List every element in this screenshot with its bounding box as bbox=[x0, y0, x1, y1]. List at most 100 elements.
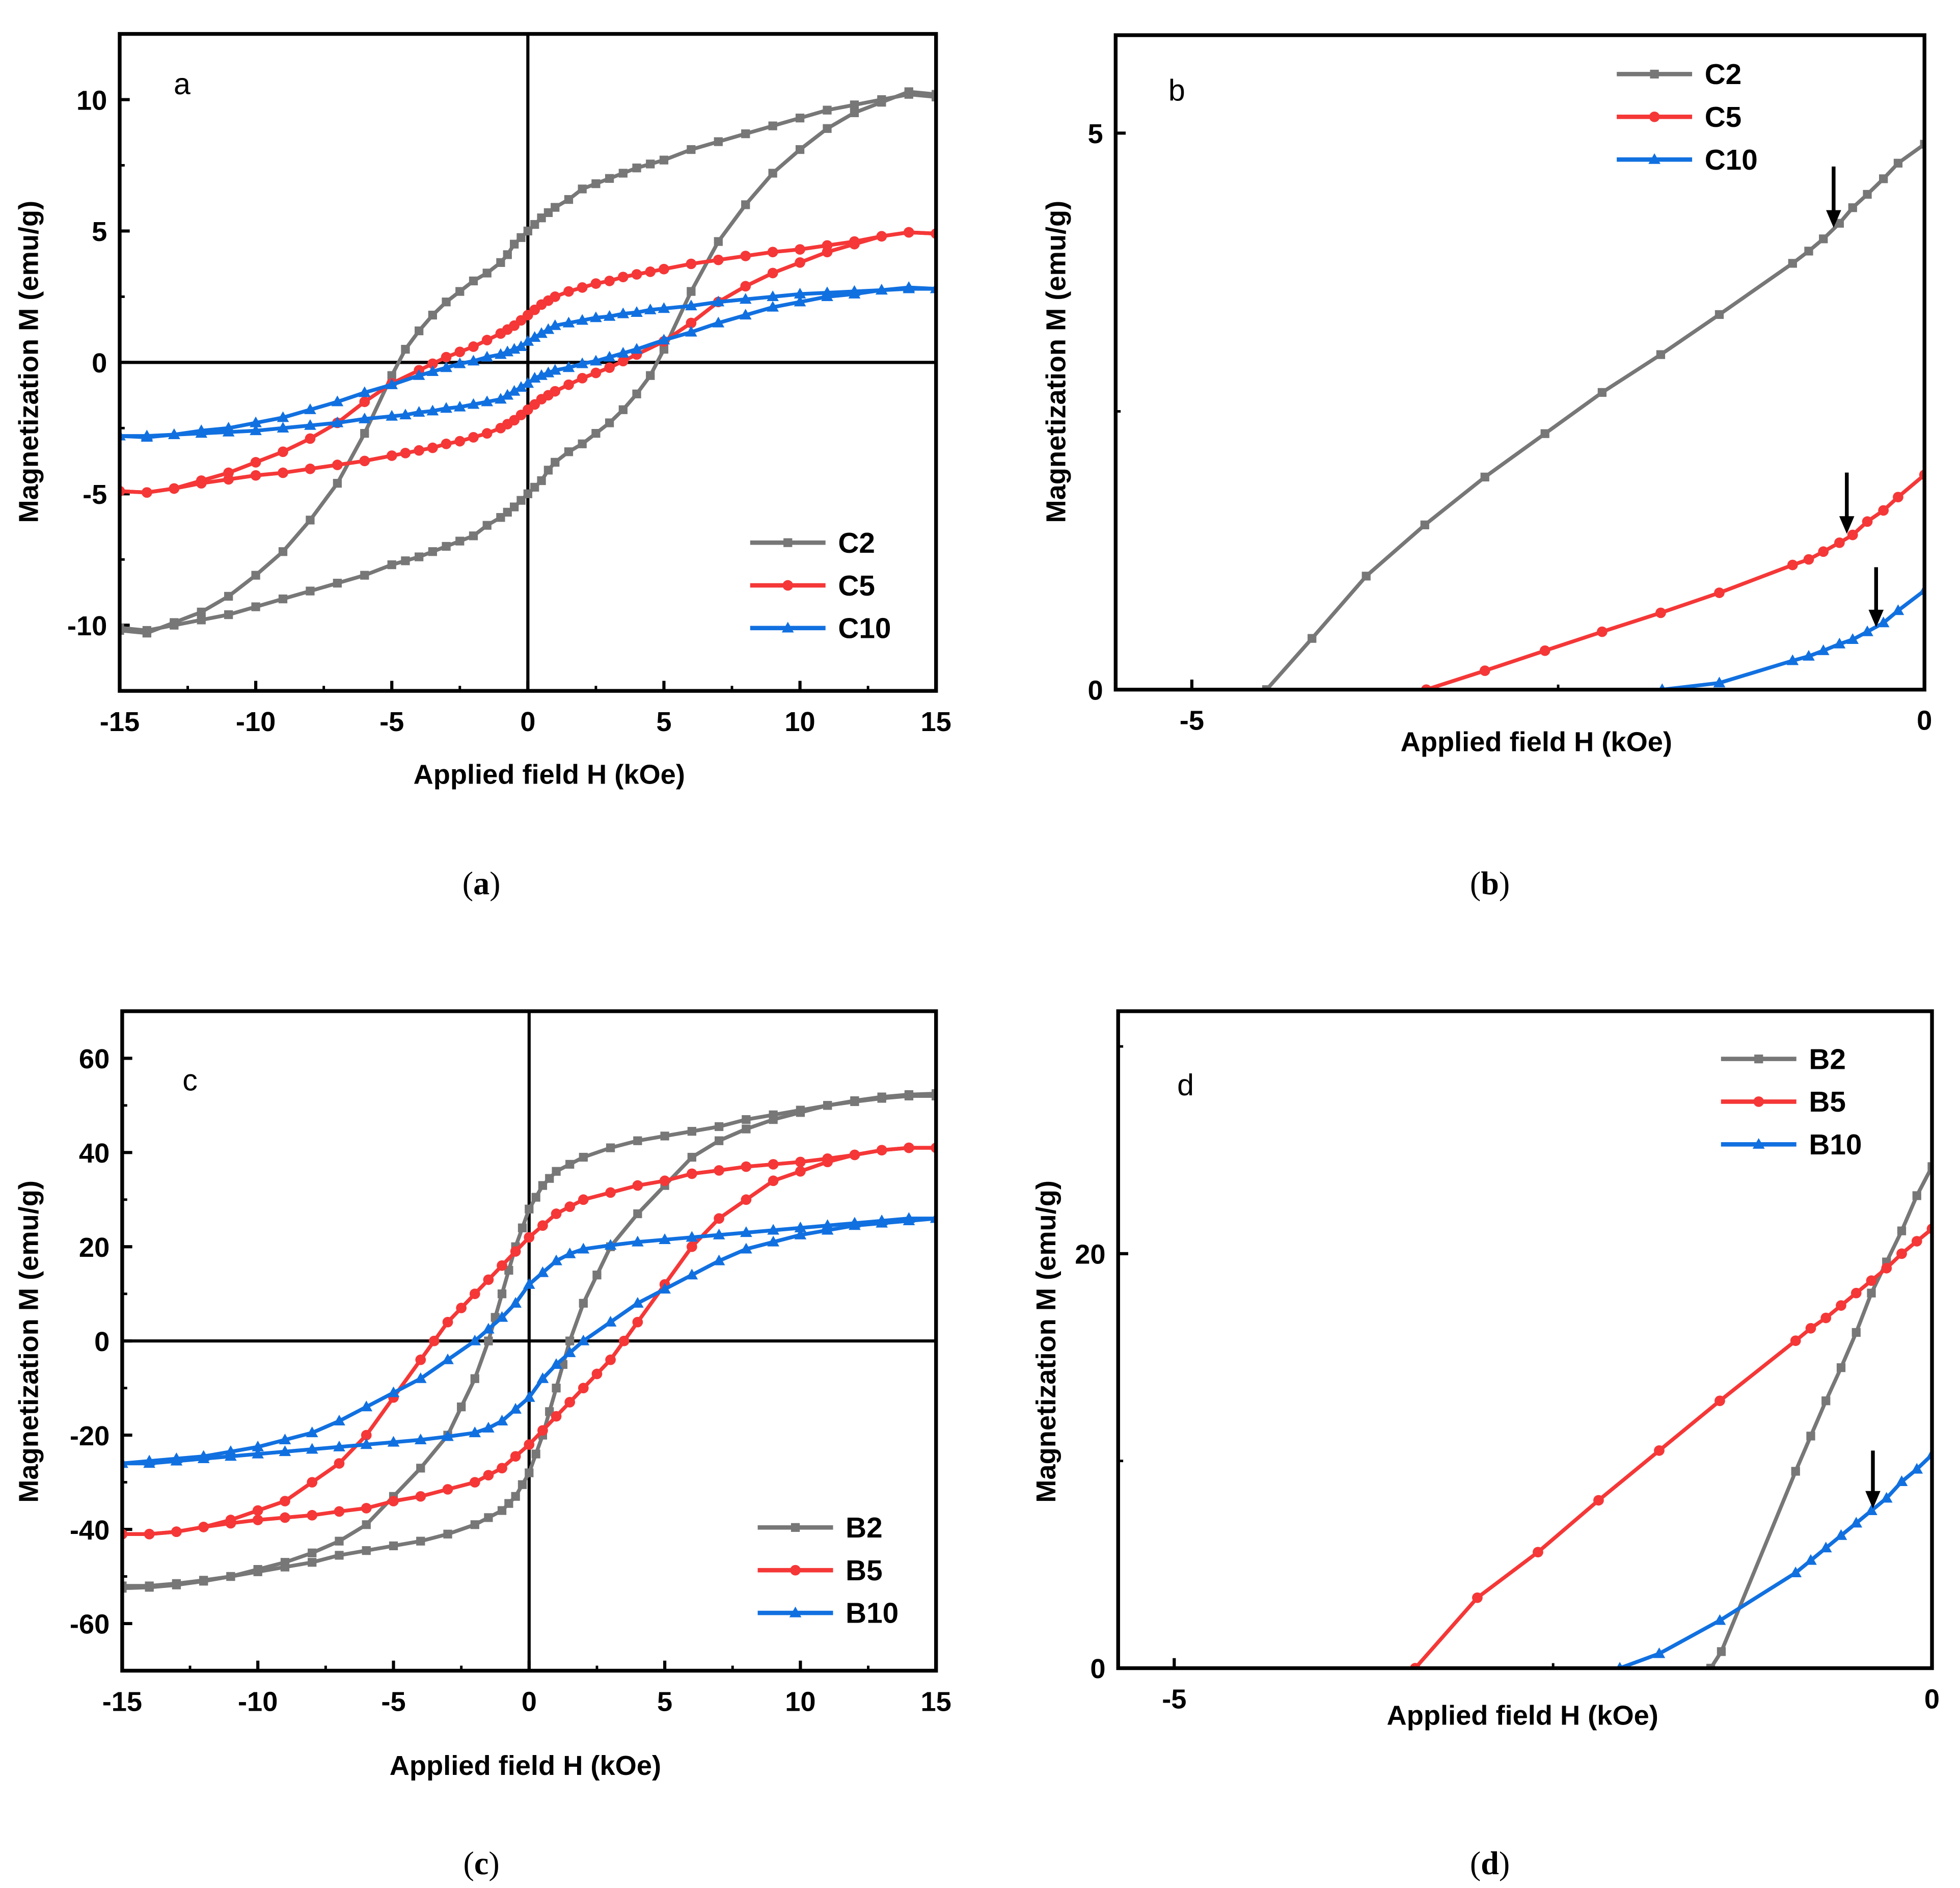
data-point-C5 bbox=[250, 457, 261, 468]
legend-marker-circle bbox=[1649, 111, 1660, 122]
data-point-C5 bbox=[454, 346, 466, 358]
panel-letter: b bbox=[1168, 73, 1185, 107]
data-point-B10 bbox=[197, 1452, 210, 1463]
data-point-C10 bbox=[481, 395, 494, 407]
data-point-B5 bbox=[483, 1274, 494, 1285]
data-point-C2 bbox=[591, 429, 601, 438]
data-point-B10 bbox=[794, 1221, 807, 1232]
data-point-C10 bbox=[1892, 604, 1904, 615]
legend-item-C10: C10 bbox=[750, 613, 891, 645]
y-tick-label: 0 bbox=[1090, 1654, 1105, 1684]
data-point-B5 bbox=[252, 1505, 263, 1516]
caption-close-paren: ) bbox=[488, 1845, 499, 1881]
data-point-B10 bbox=[469, 1426, 481, 1438]
data-point-B2 bbox=[904, 1091, 914, 1100]
data-point-B2 bbox=[226, 1572, 235, 1581]
data-point-C2 bbox=[516, 233, 526, 242]
chart-panel-a: -15 -10 -5 0 5 10 15 -10 -5 0 5 10 Applied field H (… bbox=[14, 32, 951, 902]
data-point-B10 bbox=[876, 1217, 888, 1228]
data-point-C2 bbox=[1788, 259, 1797, 268]
data-point-C10 bbox=[603, 350, 616, 362]
data-point-B10 bbox=[563, 1247, 576, 1258]
data-point-C2 bbox=[197, 615, 206, 625]
legend-marker-circle bbox=[1753, 1096, 1764, 1107]
data-point-C10 bbox=[481, 350, 494, 362]
data-point-B10 bbox=[387, 1386, 400, 1397]
data-point-C10 bbox=[590, 355, 602, 366]
data-point-C2 bbox=[551, 457, 560, 467]
data-point-C10 bbox=[685, 300, 697, 311]
data-point-B5 bbox=[483, 1470, 494, 1481]
data-point-C10 bbox=[501, 389, 514, 400]
data-point-C2 bbox=[1879, 174, 1888, 183]
data-point-B2 bbox=[518, 1480, 527, 1489]
series-line-C10 bbox=[1662, 589, 1925, 690]
data-point-C2 bbox=[877, 98, 886, 107]
data-point-B2 bbox=[531, 1193, 540, 1202]
data-point-C2 bbox=[387, 560, 396, 570]
data-point-B10 bbox=[252, 1447, 264, 1459]
data-point-C10 bbox=[331, 395, 344, 407]
data-point-B10 bbox=[1850, 1517, 1863, 1528]
data-point-C10 bbox=[644, 303, 657, 314]
data-point-B10 bbox=[1805, 1554, 1817, 1565]
data-point-B5 bbox=[361, 1430, 372, 1441]
y-tick-label: 5 bbox=[92, 217, 107, 247]
data-point-C2 bbox=[1893, 158, 1903, 168]
data-point-B2 bbox=[552, 1167, 561, 1176]
data-point-B5 bbox=[510, 1246, 521, 1257]
data-point-B10 bbox=[821, 1224, 834, 1235]
data-point-C2 bbox=[618, 169, 628, 178]
x-tick-label: 0 bbox=[1917, 706, 1932, 736]
data-point-C5 bbox=[305, 463, 316, 474]
data-point-B5 bbox=[904, 1142, 914, 1153]
data-point-B2 bbox=[714, 1122, 724, 1131]
data-point-C10 bbox=[304, 403, 316, 414]
data-point-B5 bbox=[1714, 1395, 1725, 1407]
data-point-C5 bbox=[795, 244, 805, 255]
data-point-B5 bbox=[1866, 1275, 1877, 1286]
data-point-B5 bbox=[849, 1149, 860, 1161]
data-point-B2 bbox=[660, 1131, 669, 1141]
data-point-C10 bbox=[386, 378, 398, 389]
data-point-C10 bbox=[542, 323, 555, 334]
data-point-C5 bbox=[142, 487, 152, 498]
data-point-B10 bbox=[509, 1402, 522, 1414]
data-point-C10 bbox=[195, 427, 208, 438]
data-point-B10 bbox=[496, 1311, 508, 1322]
data-point-B10 bbox=[523, 1391, 535, 1402]
data-point-B5 bbox=[632, 1180, 643, 1191]
data-point-C2 bbox=[516, 496, 526, 505]
data-point-B10 bbox=[767, 1224, 779, 1235]
data-point-C2 bbox=[714, 237, 723, 246]
data-point-C10 bbox=[440, 402, 452, 413]
data-point-C2 bbox=[482, 521, 492, 530]
data-point-C5 bbox=[1847, 529, 1858, 541]
data-point-C2 bbox=[119, 623, 124, 632]
data-point-C2 bbox=[442, 542, 451, 551]
data-point-B2 bbox=[362, 1520, 371, 1529]
data-point-B5 bbox=[1593, 1495, 1604, 1506]
data-point-C10 bbox=[685, 326, 697, 337]
data-point-B2 bbox=[579, 1152, 588, 1162]
data-point-C10 bbox=[508, 385, 521, 396]
data-point-C10 bbox=[495, 393, 507, 404]
data-point-C10 bbox=[222, 425, 235, 437]
data-point-C5 bbox=[617, 356, 629, 367]
data-point-C5 bbox=[1597, 626, 1608, 637]
data-point-C5 bbox=[604, 276, 615, 286]
data-point-C5 bbox=[617, 272, 629, 283]
data-point-B5 bbox=[741, 1161, 752, 1172]
data-point-B2 bbox=[552, 1384, 561, 1393]
x-tick-label: -5 bbox=[379, 707, 404, 737]
data-point-C2 bbox=[333, 479, 342, 488]
data-point-C5 bbox=[305, 433, 316, 444]
data-point-B5 bbox=[578, 1383, 589, 1393]
data-point-C5 bbox=[1862, 516, 1873, 527]
data-point-B5 bbox=[537, 1220, 548, 1231]
data-point-B2 bbox=[518, 1223, 527, 1232]
data-point-C2 bbox=[578, 439, 587, 448]
legend: B2 B5 B10 bbox=[1721, 1043, 1862, 1161]
data-point-B10 bbox=[360, 1400, 373, 1412]
annotation-arrow-head bbox=[1826, 210, 1841, 228]
